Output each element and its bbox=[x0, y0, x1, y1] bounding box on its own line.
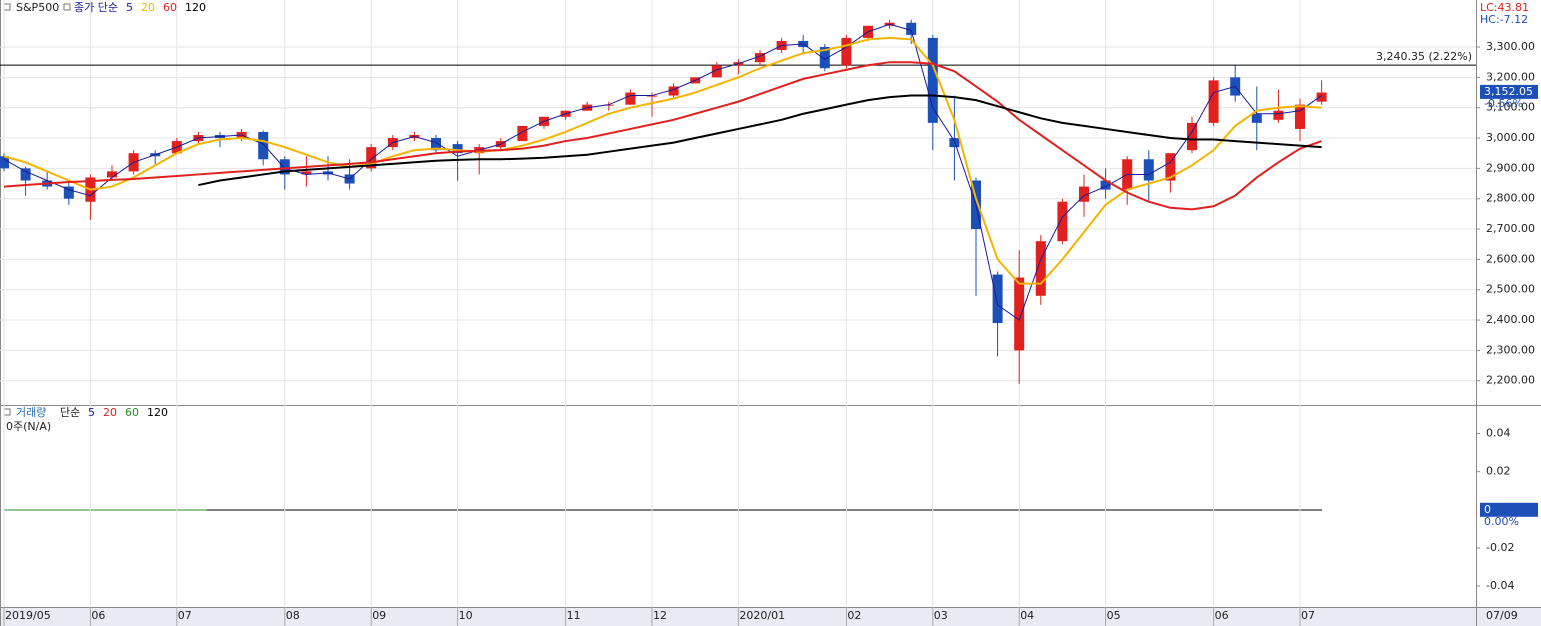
candle-body bbox=[0, 156, 9, 169]
legend-icon bbox=[3, 3, 11, 11]
x-tick-label: 06 bbox=[91, 609, 105, 622]
x-tick-label: 07 bbox=[1301, 609, 1315, 622]
lc-label: LC:43.81 bbox=[1480, 1, 1529, 14]
candle-body bbox=[906, 22, 917, 35]
y-tick-label: 3,100.00 bbox=[1486, 101, 1535, 114]
legend-item: 60 bbox=[125, 406, 139, 419]
candle-body bbox=[1165, 153, 1176, 181]
legend-item: 120 bbox=[147, 406, 168, 419]
y-tick-label: 2,600.00 bbox=[1486, 252, 1535, 265]
y-tick-label: 0.02 bbox=[1486, 465, 1511, 478]
x-tick-label: 05 bbox=[1107, 609, 1121, 622]
candle-body bbox=[1143, 159, 1154, 181]
candle-body bbox=[279, 159, 290, 175]
candle-body bbox=[1079, 186, 1089, 202]
legend-label: 단순 bbox=[60, 406, 80, 419]
change-label: 0.00% bbox=[1484, 515, 1519, 528]
x-tick-label: 07 bbox=[178, 609, 192, 622]
volume-note: 0주(N/A) bbox=[6, 420, 51, 433]
candle-body bbox=[1295, 104, 1305, 129]
legend-icon bbox=[63, 3, 71, 11]
y-tick-label: 3,200.00 bbox=[1486, 70, 1535, 83]
candle-body bbox=[992, 274, 1003, 324]
candle-body bbox=[1187, 122, 1197, 151]
candle-body bbox=[107, 171, 117, 178]
legend-item: 60 bbox=[163, 1, 177, 14]
ma-line bbox=[3, 36, 1322, 285]
candle-body bbox=[755, 53, 765, 63]
ma-line bbox=[198, 94, 1322, 187]
y-tick-label: 2,900.00 bbox=[1486, 161, 1535, 174]
y-tick-label: 2,700.00 bbox=[1486, 222, 1535, 235]
y-tick-label: -0.04 bbox=[1486, 579, 1514, 592]
y-tick-label: 3,000.00 bbox=[1486, 131, 1535, 144]
legend-item: 20 bbox=[103, 406, 117, 419]
candle-body bbox=[20, 168, 31, 181]
candle-body bbox=[625, 92, 636, 105]
x-tick-label: 06 bbox=[1215, 609, 1229, 622]
legend-label: 종가 단순 bbox=[74, 1, 118, 14]
candle-body bbox=[819, 47, 830, 69]
reference-label: 3,240.35 (2.22%) bbox=[1376, 50, 1472, 63]
candle-body bbox=[431, 138, 441, 151]
y-tick-label: 2,200.00 bbox=[1486, 374, 1535, 387]
x-tick-label: 09 bbox=[372, 609, 386, 622]
candle-body bbox=[1035, 241, 1046, 296]
legend-item: 20 bbox=[141, 1, 155, 14]
candle-body bbox=[1251, 113, 1262, 123]
x-tick-label: 11 bbox=[567, 609, 581, 622]
candle-body bbox=[452, 144, 463, 154]
value-label: 0 bbox=[1484, 503, 1491, 516]
legend-item: 5 bbox=[88, 406, 95, 419]
value-box bbox=[1480, 502, 1538, 517]
date-band bbox=[0, 607, 1541, 626]
candle-body bbox=[841, 37, 852, 66]
ma-line bbox=[3, 23, 1322, 321]
candle-body bbox=[1208, 80, 1219, 123]
y-tick-label: -0.02 bbox=[1486, 541, 1514, 554]
y-tick-label: 2,300.00 bbox=[1486, 343, 1535, 356]
change-label: -0.56% bbox=[1484, 97, 1523, 110]
legend-icon bbox=[3, 408, 11, 416]
ma-line bbox=[3, 61, 1322, 211]
x-tick-label: 2020/01 bbox=[739, 609, 785, 622]
x-tick-label: 02 bbox=[847, 609, 861, 622]
candle-body bbox=[927, 37, 938, 123]
y-tick-label: 2,400.00 bbox=[1486, 313, 1535, 326]
candle-body bbox=[1273, 110, 1284, 120]
price-box bbox=[1480, 84, 1538, 99]
x-tick-label: 08 bbox=[286, 609, 300, 622]
y-tick-label: 2,800.00 bbox=[1486, 192, 1535, 205]
y-tick-label: 2,500.00 bbox=[1486, 283, 1535, 296]
candle-body bbox=[1316, 92, 1327, 102]
x-tick-label: 10 bbox=[459, 609, 473, 622]
candle-body bbox=[366, 147, 377, 169]
x-tick-label: 2019/05 bbox=[5, 609, 51, 622]
candle-body bbox=[63, 186, 74, 199]
x-tick-label: 12 bbox=[653, 609, 667, 622]
y-tick-label: 3,300.00 bbox=[1486, 40, 1535, 53]
price-label: 3,152.05 bbox=[1484, 85, 1533, 98]
x-tick-label: 03 bbox=[934, 609, 948, 622]
y-tick-label: 0.04 bbox=[1486, 427, 1511, 440]
x-tick-label: 04 bbox=[1020, 609, 1034, 622]
legend-title: 거래량 bbox=[16, 406, 46, 419]
legend-title: S&P500 bbox=[16, 1, 59, 14]
candle-body bbox=[711, 65, 722, 78]
candle-body bbox=[1014, 277, 1025, 351]
end-date: 07/09 bbox=[1486, 609, 1518, 622]
legend-item: 120 bbox=[185, 1, 206, 14]
hc-label: HC:-7.12 bbox=[1480, 13, 1528, 26]
legend-item: 5 bbox=[126, 1, 133, 14]
candle-body bbox=[301, 171, 312, 175]
candle-body bbox=[668, 86, 679, 96]
candle-body bbox=[517, 125, 528, 142]
candle-body bbox=[1057, 201, 1068, 242]
candle-body bbox=[258, 131, 269, 160]
candle-body bbox=[1100, 180, 1111, 190]
